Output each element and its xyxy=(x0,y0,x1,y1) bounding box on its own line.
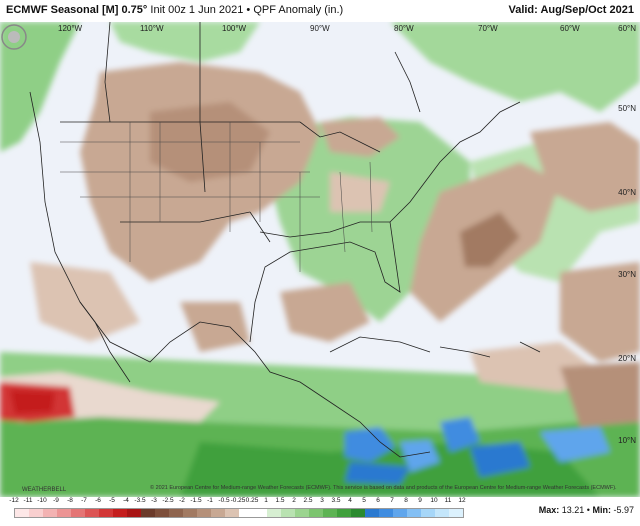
valid-period: Valid: Aug/Sep/Oct 2021 xyxy=(508,4,634,16)
lat-label: 30°N xyxy=(618,270,636,279)
weatherbell-logo-icon xyxy=(1,24,27,50)
legend-swatch xyxy=(169,509,183,517)
map-canvas xyxy=(0,22,640,497)
legend-tick-label: -12 xyxy=(9,497,19,504)
lon-label: 90°W xyxy=(310,24,330,33)
init-time: Init 00z 1 Jun 2021 xyxy=(150,4,244,16)
legend-swatch xyxy=(113,509,127,517)
legend-tick-label: -0.25 xyxy=(230,497,246,504)
lon-label: 70°W xyxy=(478,24,498,33)
legend-swatch xyxy=(127,509,141,517)
lon-label: 60°W xyxy=(560,24,580,33)
legend-tick-label: -8 xyxy=(67,497,73,504)
legend-tick-label: 6 xyxy=(376,497,380,504)
legend-tick-label: 12 xyxy=(458,497,466,504)
legend-tick-label: -2.5 xyxy=(162,497,174,504)
lat-label: 50°N xyxy=(618,104,636,113)
lat-label: 60°N xyxy=(618,24,636,33)
title-separator: • xyxy=(246,4,251,16)
legend-tick-label: 11 xyxy=(444,497,452,504)
lat-label: 10°N xyxy=(618,436,636,445)
legend-tick-label: 1.5 xyxy=(275,497,285,504)
lon-label: 120°W xyxy=(58,24,83,33)
legend-swatch xyxy=(183,509,197,517)
legend-swatch xyxy=(211,509,225,517)
legend-swatch xyxy=(141,509,155,517)
min-value: -5.97 xyxy=(613,505,634,515)
field-name: QPF Anomaly (in.) xyxy=(253,4,344,16)
legend-swatch xyxy=(295,509,309,517)
max-min-separator: • xyxy=(586,505,590,515)
legend-tick-label: 9 xyxy=(418,497,422,504)
legend-tick-label: -1 xyxy=(207,497,213,504)
lon-label: 100°W xyxy=(222,24,247,33)
lon-label: 80°W xyxy=(394,24,414,33)
legend-tick-label: 8 xyxy=(404,497,408,504)
legend-tick-label: 3.5 xyxy=(331,497,341,504)
legend-swatch xyxy=(71,509,85,517)
legend-swatch xyxy=(57,509,71,517)
legend-tick-label: 2.5 xyxy=(303,497,313,504)
legend-swatch xyxy=(407,509,421,517)
legend-tick-label: 5 xyxy=(362,497,366,504)
legend-color-bar xyxy=(14,508,464,518)
min-label: Min: xyxy=(592,505,611,515)
legend-swatch xyxy=(253,509,267,517)
legend-tick-label: 0.25 xyxy=(245,497,259,504)
legend-swatch xyxy=(337,509,351,517)
legend-tick-label: -4 xyxy=(123,497,129,504)
legend-swatch xyxy=(365,509,379,517)
max-min-readout: Max: 13.21 • Min: -5.97 xyxy=(539,505,634,515)
lon-label: 110°W xyxy=(140,24,164,33)
legend-tick-label: 1 xyxy=(264,497,268,504)
legend-tick-label: -3 xyxy=(151,497,157,504)
legend-tick-label: -5 xyxy=(109,497,115,504)
legend-tick-label: -1.5 xyxy=(190,497,202,504)
legend-tick-label: 2 xyxy=(292,497,296,504)
legend-swatch xyxy=(29,509,43,517)
legend-tick-label: -6 xyxy=(95,497,101,504)
legend-tick-label: -2 xyxy=(179,497,185,504)
legend-tick-label: -0.5 xyxy=(218,497,230,504)
legend-swatch xyxy=(449,509,463,517)
legend-swatch xyxy=(85,509,99,517)
max-label: Max: xyxy=(538,505,560,515)
legend-swatch xyxy=(379,509,393,517)
copyright-notice: © 2021 European Centre for Medium-range … xyxy=(150,485,617,491)
logo-text: WEATHERBELL xyxy=(22,487,67,493)
max-value: 13.21 xyxy=(561,505,585,515)
legend-tick-label: -10 xyxy=(37,497,47,504)
lat-label: 20°N xyxy=(618,354,636,363)
legend-tick-label: 3 xyxy=(320,497,324,504)
legend-swatch xyxy=(197,509,211,517)
legend-swatch xyxy=(323,509,337,517)
legend-swatch xyxy=(43,509,57,517)
legend-swatch xyxy=(309,509,323,517)
map-title: ECMWF Seasonal [M] 0.75° Init 00z 1 Jun … xyxy=(6,4,343,16)
legend-tick-label: -9 xyxy=(53,497,59,504)
legend-swatch xyxy=(225,509,239,517)
legend-swatch xyxy=(435,509,449,517)
legend-swatch xyxy=(281,509,295,517)
legend-swatch xyxy=(15,509,29,517)
legend-swatch xyxy=(99,509,113,517)
legend-swatch xyxy=(239,509,253,517)
legend-tick-label: -11 xyxy=(23,497,33,504)
legend-swatch xyxy=(267,509,281,517)
legend-tick-label: 10 xyxy=(430,497,438,504)
legend-swatch xyxy=(393,509,407,517)
color-legend: Max: 13.21 • Min: -5.97 -12 -11 -10 -9 -8 -7-… xyxy=(0,497,640,526)
legend-tick-label: 4 xyxy=(348,497,352,504)
legend-tick-label: -7 xyxy=(81,497,87,504)
lat-label: 40°N xyxy=(618,188,636,197)
legend-tick-label: -3.5 xyxy=(134,497,146,504)
forecast-map: 120°W 110°W 100°W 90°W 80°W 70°W 60°W 60… xyxy=(0,22,640,497)
legend-swatch xyxy=(351,509,365,517)
model-name: ECMWF Seasonal [M] 0.75° xyxy=(6,4,148,16)
header-bar: ECMWF Seasonal [M] 0.75° Init 00z 1 Jun … xyxy=(0,0,640,22)
legend-swatch xyxy=(421,509,435,517)
legend-swatch xyxy=(155,509,169,517)
legend-tick-label: 7 xyxy=(390,497,394,504)
